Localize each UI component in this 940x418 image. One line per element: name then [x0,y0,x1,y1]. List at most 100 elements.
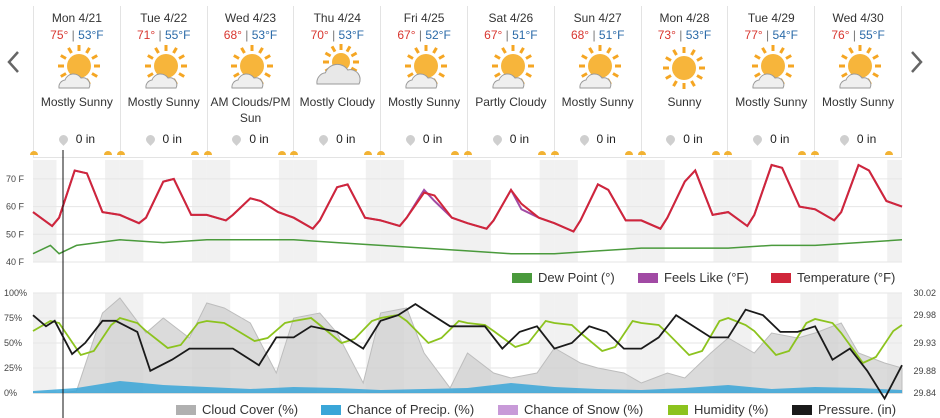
legend-swatch [176,404,196,415]
legend-label: Pressure. (in) [818,402,897,417]
day-column[interactable]: Mon 4/21 75° | 53°F Mostly Sunny 0 in [30,6,120,158]
precip-value: 0 in [509,132,530,146]
day-column[interactable]: Tue 4/22 71° | 55°F Mostly Sunny 0 in [116,6,207,158]
condition-label: Mostly Sunny [822,95,895,109]
night-band [33,160,57,262]
day-column[interactable]: Tue 4/29 77° | 54°F Mostly Sunny 0 in [724,6,815,158]
condition-label: Mostly Sunny [735,95,808,109]
temp-separator: | [592,28,596,42]
day-column[interactable]: Sun 4/27 68° | 51°F Mostly Sunny 0 in [550,6,641,158]
legend-humidity[interactable]: Humidity (%) [668,402,768,417]
high-temp: 77° [744,28,763,42]
precip-amount: 0 in [294,132,380,147]
night-band [539,160,555,262]
partly-cloudy-icon [491,45,534,89]
day-temps: 68° | 53°F [208,28,294,42]
night-band [278,160,294,262]
high-temp: 75° [50,28,69,42]
precip-amount: 0 in [381,132,467,147]
day-name: Tue 4/29 [747,11,795,25]
legend-pressure[interactable]: Pressure. (in) [792,402,896,417]
night-band [192,160,207,262]
low-temp: 53°F [685,28,712,42]
day-name: Thu 4/24 [313,11,361,25]
mostly-sunny-icon [231,45,274,89]
dew-point-line [32,239,903,255]
mostly-sunny-icon [57,45,100,89]
precip-amount: 0 in [728,132,814,147]
night-band [365,160,381,262]
day-column[interactable]: Fri 4/25 67° | 52°F Mostly Sunny 0 in [377,6,467,158]
mostly-sunny-icon [144,45,187,89]
day-column[interactable]: Mon 4/28 73° | 53°F Sunny 0 in [637,6,728,158]
day-column[interactable]: Thu 4/24 70° | 53°F Mostly Cloudy 0 in [290,6,381,158]
day-name: Wed 4/30 [832,11,884,25]
day-temps: 67° | 52°F [381,28,467,42]
humidity-line [32,314,903,365]
legend-cloud-cover[interactable]: Cloud Cover (%) [176,402,298,417]
temp-separator: | [158,28,162,42]
y-tick-label: 50 F [6,229,25,239]
temp-separator: | [679,28,683,42]
legend-feels-like[interactable]: Feels Like (°F) [638,270,749,285]
legend-dew-point[interactable]: Dew Point (°) [512,270,615,285]
night-band [728,160,752,262]
sunrise-icon [550,151,559,155]
low-temp: 51°F [598,28,625,42]
sunny-icon [663,47,706,89]
mostly-sunny-icon [752,45,795,89]
legend-chance-of-snow[interactable]: Chance of Snow (%) [498,402,643,417]
precip-value: 0 in [683,132,703,146]
sunset-icon [711,151,720,155]
condition-label: Mostly Cloudy [299,95,375,109]
low-temp: 53°F [251,28,278,42]
legend-label: Temperature (°F) [797,270,896,285]
sunset-icon [104,151,112,155]
precip-amount: 0 in [208,132,294,147]
condition-label: Sunny [667,95,702,109]
high-temp: 73° [657,28,676,42]
night-band [626,160,642,262]
legend-chance-of-precip[interactable]: Chance of Precip. (%) [321,402,474,417]
y-tick-label-right: 30.02 [913,288,936,298]
day-name: Fri 4/25 [403,11,445,25]
sunrise-icon [637,151,646,155]
legend-temperature[interactable]: Temperature (°F) [771,270,895,285]
night-band [554,160,578,262]
condition-label: AM Clouds/PM Sun [210,95,291,125]
sunrise-icon [30,151,38,155]
condition-label: Partly Cloudy [475,95,547,109]
precip-value: 0 in [856,132,877,146]
day-column[interactable]: Sat 4/26 67° | 51°F Partly Cloudy 0 in [463,6,554,158]
legend-label: Chance of Snow (%) [524,402,644,417]
condition-label: Mostly Sunny [388,95,461,109]
precip-chance-area [33,381,902,393]
day-column[interactable]: Wed 4/23 68° | 53°F AM Clouds/PM Sun 0 in [203,6,294,158]
precip-amount: 0 in [555,132,641,147]
temp-separator: | [852,28,856,42]
precip-amount: 0 in [815,132,901,147]
night-band [800,160,816,262]
day-column[interactable]: Wed 4/30 76° | 55°F Mostly Sunny 0 in [811,6,902,158]
legend-label: Chance of Precip. (%) [347,402,475,417]
sunrise-icon [203,151,212,155]
pressure-line [32,303,903,401]
legend-label: Dew Point (°) [538,270,615,285]
night-band [452,160,468,262]
day-temps: 68° | 51°F [555,28,641,42]
day-name: Mon 4/28 [659,11,710,25]
day-temps: 67° | 51°F [468,28,554,42]
night-band [206,160,231,262]
y-tick-label-left: 100% [4,288,27,298]
next-arrow-icon[interactable] [906,48,926,76]
mostly-cloudy-icon [316,44,361,85]
precip-value: 0 in [422,132,443,146]
previous-arrow-icon[interactable] [4,48,24,76]
legend-label: Feels Like (°F) [664,270,749,285]
day-name: Sun 4/27 [573,11,622,25]
legend-label: Cloud Cover (%) [202,402,299,417]
night-band [105,160,120,262]
night-band [887,160,902,262]
